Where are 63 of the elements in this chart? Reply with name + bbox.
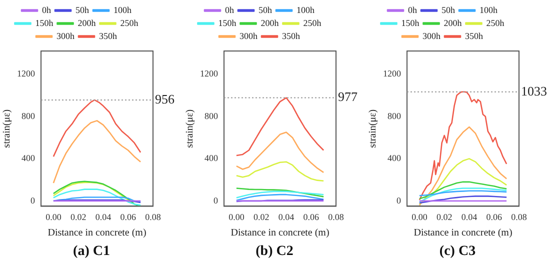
legend-label: 300h — [422, 30, 441, 41]
x-tick-label: 0.00 — [228, 212, 245, 222]
x-tick-label: 0.04 — [278, 212, 295, 222]
legend-label: 250h — [486, 18, 505, 28]
y-tick-label: 800 — [204, 110, 218, 121]
x-tick-label: 0.02 — [253, 212, 270, 222]
ref-line-label: 977 — [338, 89, 358, 104]
x-axis-title: Distance in concrete (m) — [230, 228, 330, 239]
x-tick-label: 0.06 — [303, 212, 320, 222]
ref-line-label: 956 — [155, 91, 175, 106]
legend-label: 150h — [401, 18, 420, 28]
x-tick-label: 0.02 — [70, 212, 86, 222]
x-tick-label: 0.04 — [461, 212, 478, 222]
x-tick-label: 0.00 — [412, 212, 428, 222]
y-tick-label: 1200 — [200, 68, 218, 79]
legend-label: 150h — [218, 18, 237, 28]
legend-label: 0h — [225, 4, 234, 15]
x-tick-label: 0.04 — [95, 212, 112, 222]
legend-label: 150h — [35, 18, 54, 28]
legend-label: 200h — [78, 18, 96, 28]
x-tick-label: 0.08 — [145, 212, 162, 222]
y-axis-title: strain(με) — [2, 109, 13, 148]
text: (b) C2 — [254, 244, 294, 260]
y-tick-label: 1200 — [17, 68, 36, 79]
legend-label: 100h — [114, 4, 132, 15]
legend-label: 300h — [240, 30, 258, 41]
x-axis-title: Distance in concrete (m) — [48, 228, 146, 239]
y-tick-label: 400 — [22, 153, 36, 164]
legend-label: 350h — [282, 30, 300, 41]
y-tick-label: 800 — [22, 110, 36, 121]
y-tick-label: 400 — [204, 153, 218, 164]
x-tick-label: 0.00 — [46, 212, 62, 222]
y-axis-title: strain(με) — [368, 109, 379, 148]
legend-label: 50h — [76, 4, 90, 15]
x-tick-label: 0.06 — [486, 212, 502, 222]
y-tick-label: 0 — [214, 195, 218, 206]
legend-label: 50h — [258, 4, 272, 15]
legend-label: 50h — [442, 4, 456, 15]
y-tick-label: 1200 — [383, 68, 402, 79]
ref-line-label: 1033 — [521, 83, 547, 98]
legend-label: 100h — [480, 4, 498, 15]
legend-label: 350h — [465, 30, 484, 41]
legend-label: 200h — [444, 18, 462, 28]
y-tick-label: 800 — [388, 110, 402, 121]
x-tick-label: 0.06 — [120, 212, 136, 222]
legend-label: 200h — [260, 18, 280, 28]
y-tick-label: 0 — [396, 195, 402, 206]
x-tick-label: 0.08 — [328, 212, 344, 222]
legend-label: 300h — [56, 30, 75, 41]
x-tick-label: 0.02 — [436, 212, 452, 222]
legend-label: 0h — [42, 4, 52, 15]
legend-label: 250h — [303, 18, 322, 28]
legend-label: 350h — [99, 30, 118, 41]
y-tick-label: 400 — [388, 153, 402, 164]
x-tick-label: 0.08 — [511, 212, 528, 222]
legend-label: 0h — [408, 4, 418, 15]
text: (a) C1 — [72, 244, 111, 260]
y-axis-title: strain(με) — [184, 109, 196, 148]
y-tick-label: 0 — [30, 195, 36, 206]
text: (c) C3 — [438, 244, 477, 260]
legend-label: 250h — [120, 18, 139, 28]
x-axis-title: Distance in concrete (m) — [414, 228, 512, 239]
legend-label: 100h — [296, 4, 315, 15]
